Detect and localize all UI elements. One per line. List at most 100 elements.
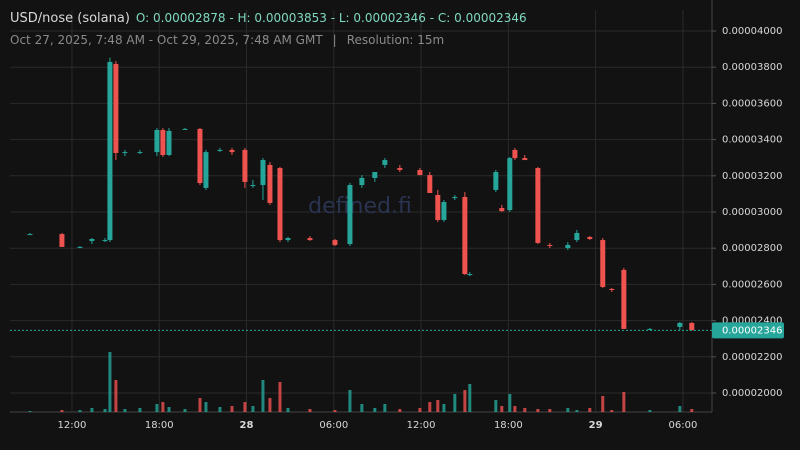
volume-bar <box>548 409 552 412</box>
pair-title: USD/nose (solana) <box>10 11 130 26</box>
volume-bar <box>508 394 512 412</box>
candle-body <box>452 196 458 199</box>
volume-bar <box>500 406 504 412</box>
candle-body <box>587 236 593 239</box>
candle-body <box>122 152 128 154</box>
volume-bar <box>610 410 614 412</box>
candle-body <box>522 158 528 161</box>
y-tick-label: 0.00003000 <box>722 207 782 218</box>
header: USD/nose (solana) O: 0.00002878 - H: 0.00… <box>10 11 527 26</box>
candle-body <box>462 196 468 275</box>
last-price-label: 0.00002346 <box>722 325 782 336</box>
volume-bar <box>286 408 290 412</box>
candle-body <box>397 168 403 171</box>
volume-bar <box>308 409 312 412</box>
x-tick-label: 06:00 <box>319 420 348 431</box>
volume-bar <box>373 408 377 412</box>
volume-bar <box>442 404 446 412</box>
candle-body <box>547 244 553 247</box>
candle-body <box>382 160 388 165</box>
candle-body <box>535 168 541 243</box>
volume-bar <box>536 409 540 412</box>
candle-body <box>499 208 505 212</box>
volume-bar <box>261 380 265 412</box>
volume-bar <box>161 402 165 412</box>
y-tick-label: 0.00002600 <box>722 279 782 290</box>
volume-bar <box>453 394 457 412</box>
candle-body <box>507 158 513 211</box>
candle-body <box>154 130 160 153</box>
volume-bar <box>678 406 682 412</box>
volume-bar <box>566 408 570 412</box>
candle-body <box>197 128 203 184</box>
candle-body <box>160 130 166 155</box>
volume-bar <box>108 352 112 412</box>
volume-bar <box>575 410 579 412</box>
volume-bar <box>513 406 517 412</box>
x-tick-label: 18:00 <box>145 420 174 431</box>
volume-bar <box>90 408 94 412</box>
candle-body <box>600 240 606 287</box>
volume-bar <box>114 380 118 412</box>
candle-body <box>27 234 33 236</box>
candle-body <box>609 288 615 291</box>
volume-bar <box>123 409 127 412</box>
candle-body <box>137 152 143 154</box>
volume-bar <box>268 398 272 412</box>
volume-bar <box>690 409 694 412</box>
x-tick-label: 12:00 <box>58 420 87 431</box>
y-tick-label: 0.00004000 <box>722 26 782 37</box>
last-price-box <box>712 322 784 339</box>
candle-body <box>285 238 291 241</box>
volume-bar <box>418 408 422 412</box>
candle-body <box>677 322 683 327</box>
volume-bar <box>204 402 208 412</box>
candle-body <box>107 61 113 241</box>
y-tick-label: 0.00002400 <box>722 316 782 327</box>
candle-body <box>77 246 83 248</box>
candle-body <box>689 322 695 331</box>
x-tick-label: 18:00 <box>494 420 523 431</box>
candle-body <box>102 240 108 242</box>
volume-bar <box>198 398 202 412</box>
candle-body <box>182 128 188 130</box>
separator: | <box>332 33 337 47</box>
volume-bar <box>103 409 107 412</box>
volume-bar <box>218 407 222 412</box>
resolution: Resolution: 15m <box>346 33 445 47</box>
volume-bar <box>230 406 234 412</box>
y-tick-label: 0.00003800 <box>722 62 782 73</box>
volume-bar <box>183 409 187 412</box>
candle-body <box>217 149 223 151</box>
volume-bar <box>243 402 247 412</box>
candle-body <box>493 171 499 190</box>
candle-body <box>332 240 338 245</box>
volume-bar <box>588 408 592 412</box>
date-range: Oct 27, 2025, 7:48 AM - Oct 29, 2025, 7:… <box>10 33 323 47</box>
y-tick-label: 0.00002800 <box>722 243 782 254</box>
candle-body <box>89 238 95 241</box>
volume-bar <box>383 404 387 412</box>
candle-body <box>359 177 365 186</box>
volume-bar <box>622 392 626 412</box>
x-tick-label: 28 <box>240 420 254 431</box>
volume-bar <box>28 411 32 412</box>
subheader: Oct 27, 2025, 7:48 AM - Oct 29, 2025, 7:… <box>10 33 454 47</box>
candle-body <box>417 170 423 176</box>
volume-bar <box>648 410 652 412</box>
candle-body <box>260 160 266 186</box>
candle-body <box>229 149 235 153</box>
y-tick-label: 0.00002000 <box>722 388 782 399</box>
volume-bar <box>463 390 467 412</box>
volume-bar <box>138 408 142 412</box>
candle-body <box>372 171 378 178</box>
x-tick-label: 29 <box>589 420 603 431</box>
volume-bar <box>251 406 255 412</box>
candle-body <box>347 185 353 245</box>
volume-bar <box>333 410 337 412</box>
candle-body <box>277 168 283 241</box>
candle-body <box>427 175 433 193</box>
candle-body <box>621 269 627 329</box>
volume-bar <box>155 404 159 412</box>
